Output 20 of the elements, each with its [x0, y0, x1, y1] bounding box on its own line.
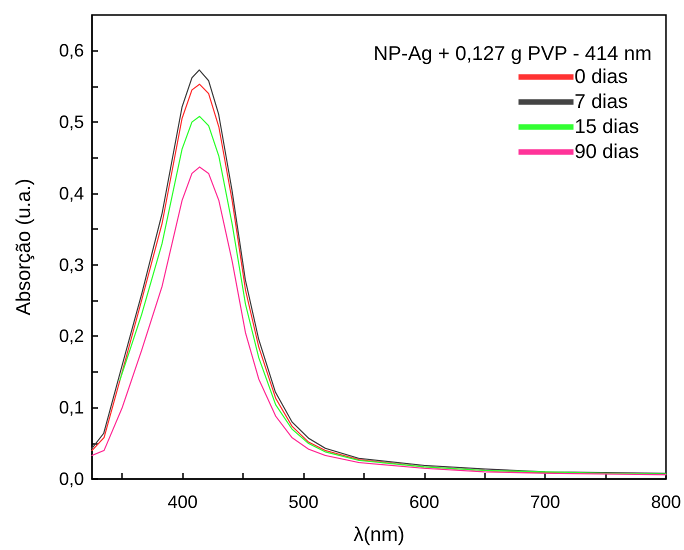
y-axis-title: Absorção (u.a.)	[13, 178, 35, 316]
legend-label: 0 dias	[574, 66, 628, 88]
y-tick-label: 0,3	[58, 254, 84, 275]
y-tick-label: 0,1	[58, 398, 84, 418]
x-tick-label: 400	[168, 492, 198, 512]
y-tick-label: 0,5	[58, 112, 84, 132]
y-tick-label: 0,4	[58, 183, 84, 204]
y-tick-label: 0,2	[58, 326, 84, 346]
legend-label: 15 dias	[574, 116, 640, 138]
legend-title: NP-Ag + 0,127 g PVP - 414 nm	[374, 43, 652, 65]
legend-label: 7 dias	[574, 91, 628, 113]
x-tick-label: 600	[409, 492, 440, 512]
x-tick-label: 800	[650, 492, 682, 512]
y-tick-label: 0,6	[58, 40, 84, 61]
x-tick-label: 500	[288, 492, 318, 512]
line-series	[91, 166, 667, 476]
legend-label: 90 dias	[574, 141, 640, 163]
x-tick-label: 700	[530, 492, 560, 512]
x-axis-title: λ(nm)	[353, 524, 405, 546]
y-tick-label: 0,0	[58, 469, 84, 489]
